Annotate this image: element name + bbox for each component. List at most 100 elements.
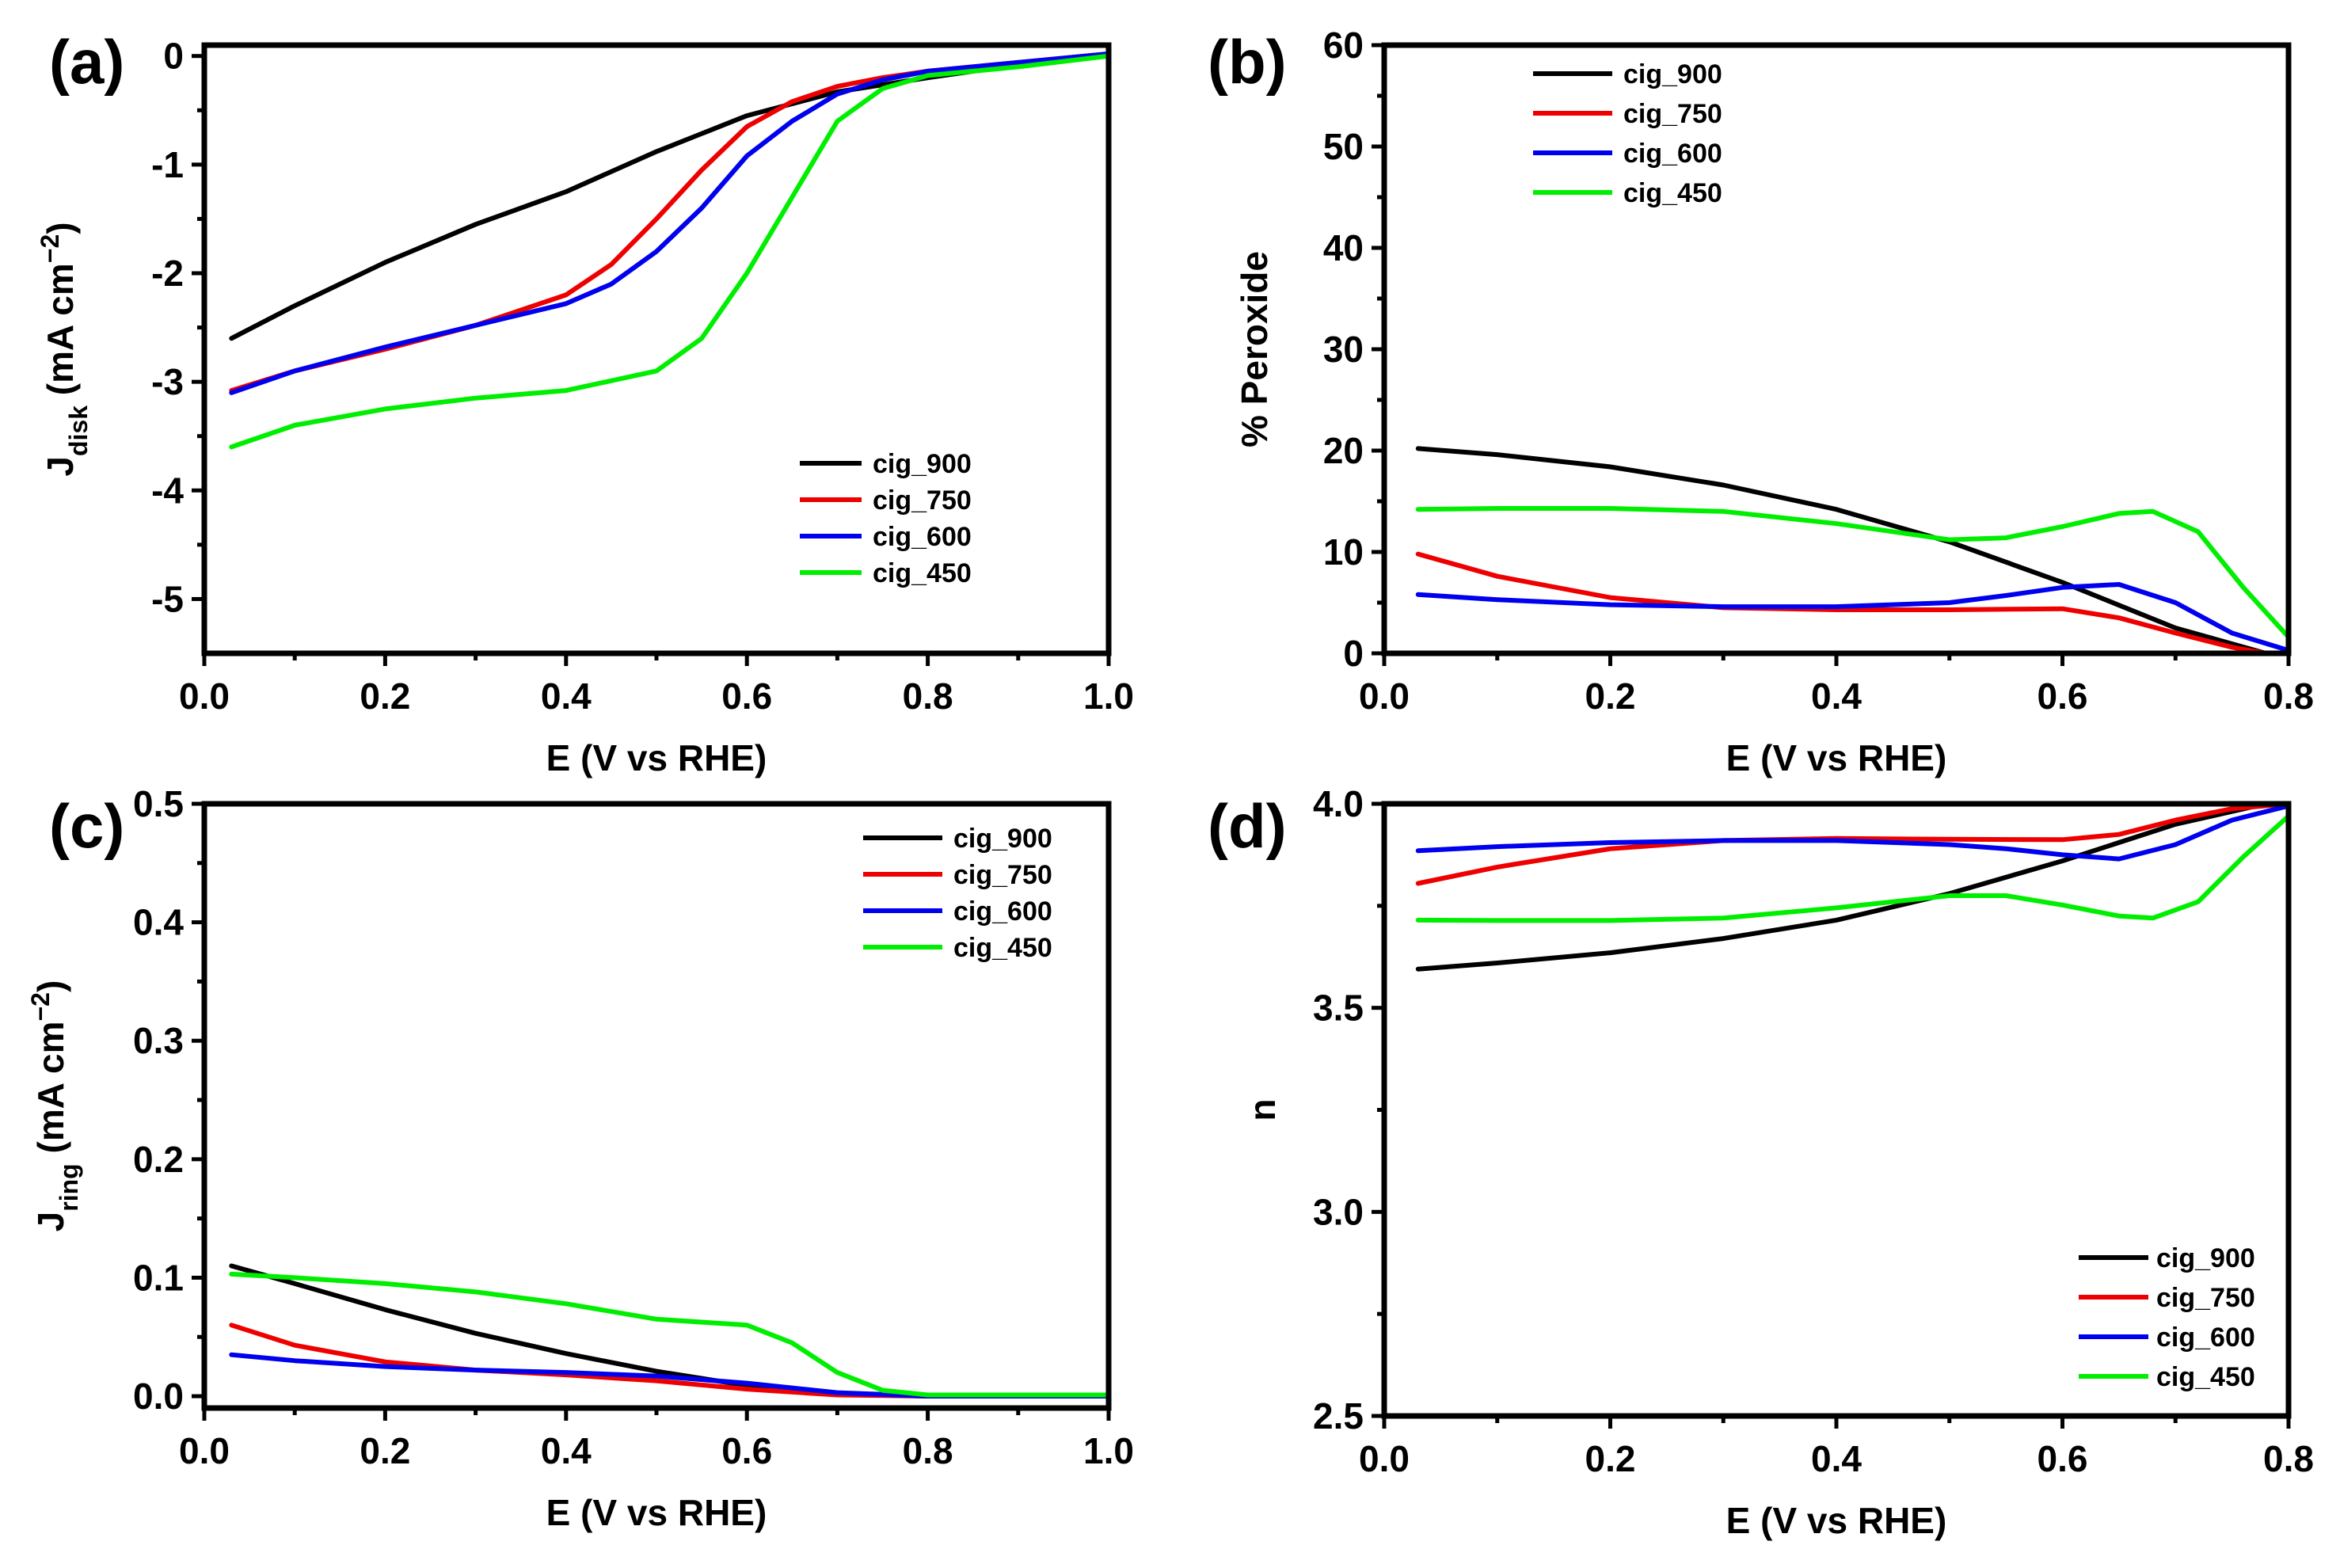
panel-d-y-tick-label: 2.5 xyxy=(1313,1395,1364,1437)
panel-d-series-cig-450 xyxy=(1415,813,2289,923)
panel-d-legend-label-cig-600: cig_600 xyxy=(2156,1323,2255,1353)
panel-b-legend-label-cig-600: cig_600 xyxy=(1623,139,1722,169)
panel-a: 0.0 0.2 0.4 0.6 0.8 1.0 -5 -4 -3 -2 -1 0 E (V vs RHE… xyxy=(36,27,1134,778)
panel-a-x-tick-label: 1.0 xyxy=(1083,676,1134,717)
panel-c-y-tick-label: 0.5 xyxy=(133,783,184,824)
panel-b-legend-label-cig-750: cig_750 xyxy=(1623,99,1722,129)
panel-a-y-tick-label: -4 xyxy=(151,470,184,511)
panel-d-x-axis-title: E (V vs RHE) xyxy=(1726,1500,1947,1541)
panel-a-legend-label-cig-900: cig_900 xyxy=(873,449,972,479)
panel-b-y-tick-label: 60 xyxy=(1323,25,1364,66)
panel-c-x-tick-label: 0.2 xyxy=(360,1430,410,1471)
panel-d: 0.0 0.2 0.4 0.6 0.8 2.5 3.0 3.5 4.0 E (V vs RHE) n… xyxy=(1208,783,2314,1541)
panel-c-y-tick-label: 0.4 xyxy=(133,902,184,943)
panel-a-x-tick-label: 0.0 xyxy=(179,676,230,717)
panel-d-y-axis-title: n xyxy=(1242,1098,1283,1121)
panel-d-legend-label-cig-750: cig_750 xyxy=(2156,1283,2255,1313)
panel-a-x-tick-label: 0.8 xyxy=(903,676,953,717)
panel-b-series-cig-750 xyxy=(1415,551,2269,653)
panel-a-series-cig-600 xyxy=(229,51,1109,395)
panel-c-x-axis-title: E (V vs RHE) xyxy=(546,1492,767,1533)
panel-b-y-tick-label: 0 xyxy=(1343,633,1364,674)
panel-d-y-tick-label: 3.0 xyxy=(1313,1191,1364,1232)
panel-a-series-cig-750 xyxy=(229,51,1109,394)
panel-c-x-tick-label: 1.0 xyxy=(1083,1430,1134,1471)
panel-d-series-cig-600 xyxy=(1415,804,2289,862)
panel-a-legend-label-cig-750: cig_750 xyxy=(873,485,972,516)
panel-c-legend-label-cig-900: cig_900 xyxy=(953,824,1052,854)
panel-a-y-tick-label: -5 xyxy=(151,578,184,619)
panel-b-series-cig-600 xyxy=(1415,582,2289,653)
panel-a-y-tick-label: -3 xyxy=(151,361,184,402)
panel-b-series-cig-450 xyxy=(1415,506,2289,640)
panel-c-series-cig-600 xyxy=(229,1352,1109,1399)
panel-c: 0.0 0.2 0.4 0.6 0.8 1.0 0.0 0.1 0.2 0.3 0.4 0.5 E (V… xyxy=(26,783,1134,1533)
panel-b: 0.0 0.2 0.4 0.6 0.8 0 10 20 30 40 50 60 E (V vs RHE)… xyxy=(1208,25,2314,778)
panel-c-y-tick-label: 0.2 xyxy=(133,1139,184,1180)
panel-b-legend-label-cig-900: cig_900 xyxy=(1623,59,1722,89)
panel-b-y-axis-title: % Peroxide xyxy=(1234,251,1275,447)
panel-c-legend-label-cig-750: cig_750 xyxy=(953,860,1052,890)
panel-b-x-tick-label: 0.2 xyxy=(1585,676,1636,717)
panel-d-x-tick-label: 0.4 xyxy=(1811,1438,1862,1479)
panel-b-y-tick-label: 40 xyxy=(1323,227,1364,268)
panel-d-x-tick-label: 0.8 xyxy=(2263,1438,2314,1479)
panel-a-label: (a) xyxy=(49,27,124,97)
panel-b-label: (b) xyxy=(1208,27,1287,97)
panel-a-legend: cig_900 cig_750 cig_600 cig_450 xyxy=(800,449,972,588)
panel-d-legend-label-cig-900: cig_900 xyxy=(2156,1243,2255,1273)
panel-a-legend-label-cig-600: cig_600 xyxy=(873,522,972,552)
panel-b-plot-frame xyxy=(1381,42,2292,657)
panel-b-x-tick-label: 0.8 xyxy=(2263,676,2314,717)
panel-c-legend-label-cig-600: cig_600 xyxy=(953,896,1052,927)
panel-a-legend-label-cig-450: cig_450 xyxy=(873,558,972,588)
panel-c-legend-label-cig-450: cig_450 xyxy=(953,933,1052,963)
panel-a-x-tick-label: 0.2 xyxy=(360,676,410,717)
panel-b-legend: cig_900 cig_750 cig_600 cig_450 xyxy=(1533,59,1722,208)
panel-a-plot-frame xyxy=(201,42,1112,657)
panel-d-x-tick-label: 0.6 xyxy=(2038,1438,2088,1479)
panel-a-y-tick-label: 0 xyxy=(163,36,184,77)
panel-a-x-tick-label: 0.6 xyxy=(721,676,772,717)
panel-c-y-tick-label: 0.1 xyxy=(133,1257,184,1298)
panel-a-series-cig-450 xyxy=(229,53,1109,450)
panel-b-series-cig-900 xyxy=(1415,446,2269,653)
panel-a-series-cig-900 xyxy=(229,51,1109,341)
panel-a-x-tick-label: 0.4 xyxy=(541,676,592,717)
panel-d-legend-label-cig-450: cig_450 xyxy=(2156,1362,2255,1392)
panel-b-legend-label-cig-450: cig_450 xyxy=(1623,178,1722,208)
panel-b-x-tick-label: 0.6 xyxy=(2038,676,2088,717)
panel-c-legend: cig_900 cig_750 cig_600 cig_450 xyxy=(863,824,1052,963)
panel-a-x-axis-title: E (V vs RHE) xyxy=(546,737,767,778)
panel-d-y-tick-label: 4.0 xyxy=(1313,783,1364,824)
panel-b-x-tick-label: 0.4 xyxy=(1811,676,1862,717)
panel-a-y-tick-label: -1 xyxy=(151,144,184,185)
panel-c-series-cig-450 xyxy=(229,1271,1109,1398)
panel-d-plot-frame xyxy=(1381,801,2292,1419)
panel-a-y-tick-label: -2 xyxy=(151,253,184,294)
panel-d-x-tick-label: 0.0 xyxy=(1359,1438,1410,1479)
panel-c-x-tick-label: 0.6 xyxy=(721,1430,772,1471)
panel-d-label: (d) xyxy=(1208,791,1287,861)
panel-b-x-axis-title: E (V vs RHE) xyxy=(1726,737,1947,778)
panel-d-legend: cig_900 cig_750 cig_600 cig_450 xyxy=(2079,1243,2255,1392)
panel-c-y-tick-label: 0.0 xyxy=(133,1376,184,1417)
panel-d-y-tick-label: 3.5 xyxy=(1313,988,1364,1029)
panel-b-y-tick-label: 20 xyxy=(1323,430,1364,471)
panel-d-x-tick-label: 0.2 xyxy=(1585,1438,1636,1479)
panel-c-y-axis-title: Jring (mA cm−2) xyxy=(26,980,83,1232)
panel-b-y-tick-label: 10 xyxy=(1323,531,1364,573)
panel-a-y-axis-title: Jdisk (mA cm−2) xyxy=(36,222,93,476)
panel-c-x-tick-label: 0.4 xyxy=(541,1430,592,1471)
panel-c-y-tick-label: 0.3 xyxy=(133,1020,184,1061)
panel-c-label: (c) xyxy=(49,791,124,861)
panel-b-y-tick-label: 50 xyxy=(1323,126,1364,167)
panel-c-x-tick-label: 0.0 xyxy=(179,1430,230,1471)
panel-d-series-cig-750 xyxy=(1415,804,2289,886)
panel-d-series-cig-900 xyxy=(1415,804,2269,972)
panel-b-x-tick-label: 0.0 xyxy=(1359,676,1410,717)
panel-b-y-tick-label: 30 xyxy=(1323,329,1364,370)
panel-c-x-tick-label: 0.8 xyxy=(903,1430,953,1471)
panel-c-series-cig-750 xyxy=(229,1323,1109,1399)
